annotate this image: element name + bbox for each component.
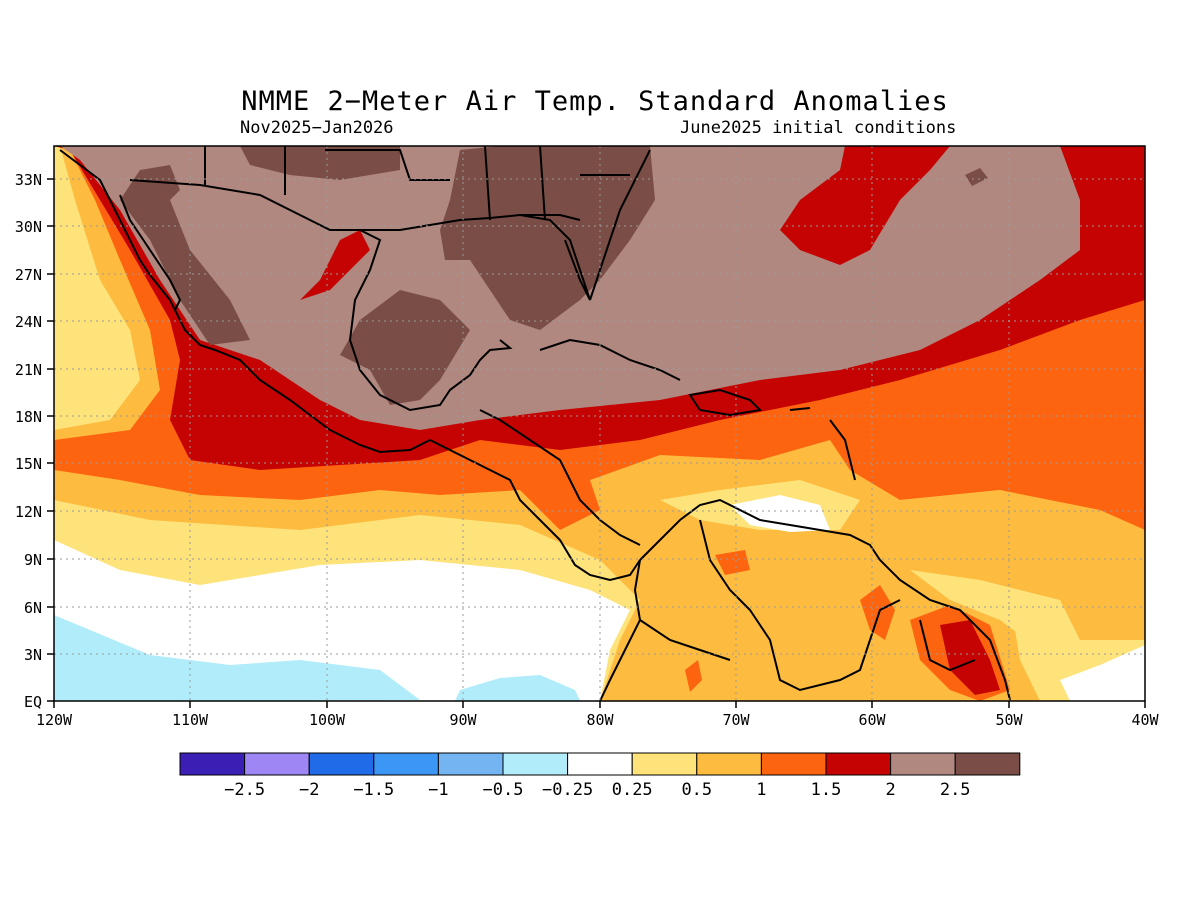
legend-swatch <box>179 752 246 776</box>
legend-label: −2.5 <box>224 780 265 800</box>
lat-label: 18N <box>15 408 42 426</box>
legend-label: 0.25 <box>612 780 653 800</box>
legend-label: 0.5 <box>681 780 712 800</box>
field-orange-blob2 <box>715 550 750 575</box>
field-ltblue-south <box>54 615 420 701</box>
lat-label: 12N <box>15 503 42 521</box>
forecast-period: Nov2025−Jan2026 <box>240 118 394 138</box>
lon-label: 100W <box>309 711 346 729</box>
legend-swatch <box>631 752 698 776</box>
lon-label: 120W <box>36 711 73 729</box>
legend-swatch <box>308 752 375 776</box>
field-ltblue-south2 <box>455 675 580 701</box>
lat-label: 9N <box>24 551 42 569</box>
legend-label: 1.5 <box>811 780 842 800</box>
lat-label: 27N <box>15 266 42 284</box>
lat-label: 15N <box>15 455 42 473</box>
legend-label: −2 <box>299 780 319 800</box>
lon-labels: 120W 110W 100W 90W 80W 70W 60W 50W 40W <box>36 711 1160 729</box>
lat-label: 33N <box>15 171 42 189</box>
field-brown-north <box>240 146 400 180</box>
legend-swatch <box>437 752 504 776</box>
legend-label: 1 <box>756 780 766 800</box>
field-red-guiana <box>940 620 1000 695</box>
field-white-carib <box>730 495 830 532</box>
legend-label: −0.25 <box>542 780 593 800</box>
lat-label: 30N <box>15 218 42 236</box>
legend-label: −1 <box>428 780 448 800</box>
lat-label: 3N <box>24 646 42 664</box>
legend-swatch <box>825 752 892 776</box>
legend-swatch <box>954 752 1021 776</box>
axis-ticks <box>47 178 1146 708</box>
field-brown-atlantic <box>965 168 988 186</box>
legend-swatch <box>502 752 569 776</box>
field-white-south <box>54 540 630 701</box>
gridlines <box>54 146 1145 701</box>
coastlines <box>59 146 1011 701</box>
field-brown-mexico <box>340 290 470 405</box>
field-yellow-guyana <box>910 570 1080 650</box>
lon-label: 90W <box>449 711 477 729</box>
legend-label: 2 <box>885 780 895 800</box>
lon-label: 40W <box>1131 711 1159 729</box>
legend-swatch <box>244 752 310 776</box>
lon-label: 50W <box>995 711 1023 729</box>
legend-label: −1.5 <box>353 780 394 800</box>
lat-label: 6N <box>24 599 42 617</box>
legend-label: 2.5 <box>940 780 971 800</box>
field-red-gulf <box>300 230 370 300</box>
field-brown-se-us <box>440 146 655 330</box>
lat-label: 24N <box>15 313 42 331</box>
lat-label: EQ <box>24 693 42 711</box>
lon-label: 110W <box>172 711 209 729</box>
lon-label: 80W <box>586 711 614 729</box>
color-legend: −2.5 −2 −1.5 −1 −0.5 −0.25 0.25 0.5 1 1.5 2 2.5 <box>179 752 1021 800</box>
lon-label: 60W <box>858 711 886 729</box>
legend-swatch <box>696 752 762 776</box>
field-orange-sa <box>860 585 895 640</box>
legend-label: −0.5 <box>483 780 524 800</box>
anomaly-fields <box>54 146 1145 701</box>
lat-labels: EQ 3N 6N 9N 12N 15N 18N 21N 24N 27N 30N … <box>15 171 42 711</box>
field-yellow-west <box>54 146 140 430</box>
legend-swatch <box>373 752 439 776</box>
legend-swatch <box>890 752 956 776</box>
field-brown-baja <box>120 165 250 345</box>
field-orange-blob1 <box>685 660 702 692</box>
legend-swatch <box>760 752 827 776</box>
field-white-se <box>1060 645 1145 701</box>
lat-label: 21N <box>15 361 42 379</box>
initial-conditions: June2025 initial conditions <box>680 118 957 138</box>
legend-swatch <box>567 752 633 776</box>
lon-label: 70W <box>722 711 750 729</box>
map-title: NMME 2−Meter Air Temp. Standard Anomalie… <box>241 86 949 117</box>
